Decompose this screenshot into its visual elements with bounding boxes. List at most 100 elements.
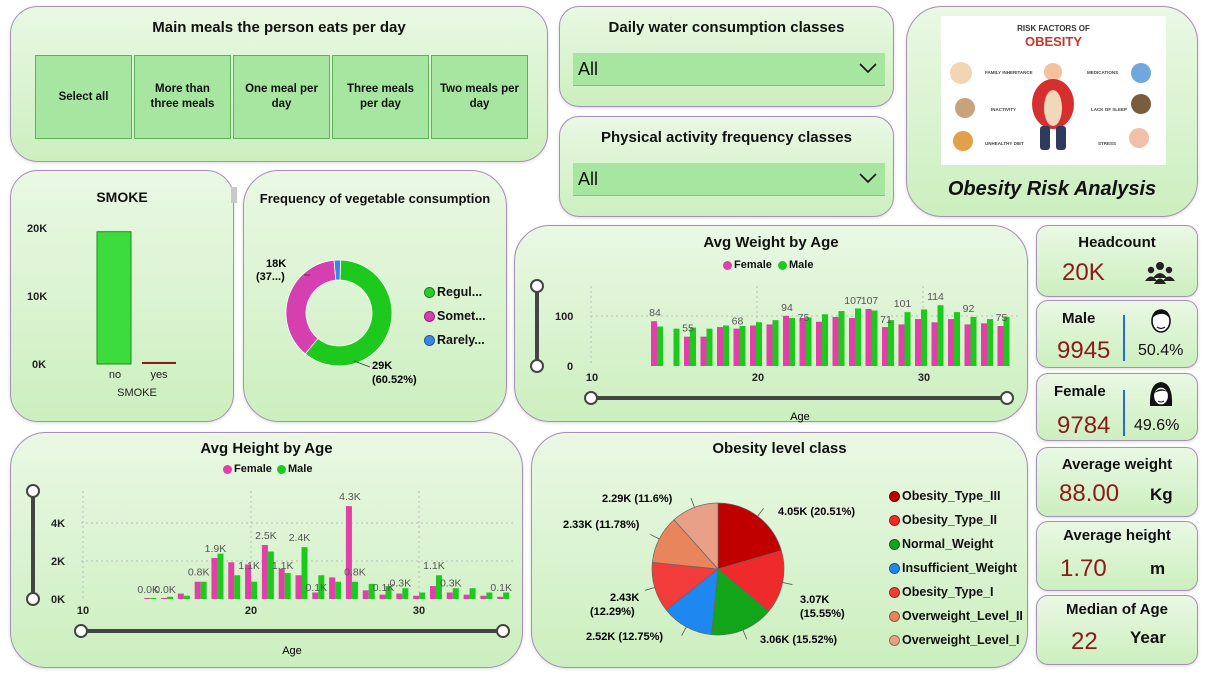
weight-bar-female[interactable]: [849, 318, 855, 366]
height-bar-male[interactable]: [267, 551, 274, 599]
height-bar-male[interactable]: [503, 592, 510, 599]
height-bar-male[interactable]: [183, 595, 190, 599]
water-dropdown[interactable]: All: [573, 53, 885, 86]
height-bar-female[interactable]: [446, 592, 453, 599]
weight-bar-male[interactable]: [706, 328, 713, 366]
obesity-legend-insufficient_weight[interactable]: Insufficient_Weight: [889, 561, 1017, 575]
weight-bar-male[interactable]: [657, 326, 663, 366]
height-bar-female[interactable]: [295, 575, 302, 599]
weight-bar-female[interactable]: [931, 322, 938, 366]
height-bar-male[interactable]: [284, 573, 291, 599]
weight-bar-female[interactable]: [766, 324, 773, 366]
weight-bar-female[interactable]: [700, 336, 707, 366]
smoke-scrollbar[interactable]: [231, 187, 237, 203]
meals-option-select-all[interactable]: Select all: [35, 55, 132, 139]
height-bar-male[interactable]: [469, 588, 476, 599]
weight-bar-female[interactable]: [898, 324, 905, 366]
weight-bar-male[interactable]: [855, 308, 861, 366]
obesity-slice-obesity_type_ii[interactable]: [717, 550, 785, 612]
height-bar-female[interactable]: [362, 590, 369, 599]
obesity-legend-obesity_type_ii[interactable]: Obesity_Type_II: [889, 513, 997, 527]
height-bar-female[interactable]: [463, 594, 470, 599]
height-bar-male[interactable]: [351, 581, 358, 599]
height-bar-male[interactable]: [167, 596, 174, 599]
weight-bar-male[interactable]: [937, 305, 944, 366]
height-bar-male[interactable]: [419, 592, 426, 599]
height-bar-male[interactable]: [318, 575, 325, 599]
smoke-bar-no[interactable]: [96, 231, 132, 365]
height-bar-female[interactable]: [379, 594, 386, 599]
height-bar-female[interactable]: [413, 595, 420, 599]
weight-bar-female[interactable]: [733, 328, 740, 366]
height-legend-male[interactable]: Male: [277, 463, 312, 475]
weight-legend-male[interactable]: Male: [778, 259, 813, 271]
height-bar-male[interactable]: [200, 581, 207, 599]
weight-bar-female[interactable]: [948, 319, 954, 366]
weight-legend-female[interactable]: Female: [723, 259, 772, 271]
veg-legend-rarely[interactable]: Rarely...: [424, 333, 485, 347]
weight-bar-male[interactable]: [921, 309, 927, 366]
veg-slice-2[interactable]: [333, 259, 342, 281]
height-bar-female[interactable]: [312, 592, 319, 599]
height-bar-male[interactable]: [234, 575, 241, 599]
veg-legend-sometimes[interactable]: Somet...: [424, 309, 486, 323]
height-bar-male[interactable]: [486, 592, 493, 599]
height-bar-female[interactable]: [144, 598, 151, 599]
weight-bar-male[interactable]: [756, 322, 762, 366]
meals-option-more-than-three[interactable]: More than three meals: [134, 55, 231, 139]
weight-bar-male[interactable]: [772, 320, 779, 366]
height-bar-male[interactable]: [385, 586, 392, 599]
height-bar-female[interactable]: [429, 586, 436, 599]
weight-bar-male[interactable]: [904, 312, 911, 366]
height-bar-male[interactable]: [335, 581, 342, 599]
weight-bar-male[interactable]: [739, 326, 746, 366]
obesity-legend-overweight_level_ii[interactable]: Overweight_Level_II: [889, 609, 1023, 623]
height-bar-female[interactable]: [497, 596, 504, 599]
height-bar-female[interactable]: [194, 581, 201, 599]
weight-bar-female[interactable]: [832, 316, 839, 366]
obesity-legend-obesity_type_i[interactable]: Obesity_Type_I: [889, 585, 993, 599]
weight-bar-male[interactable]: [888, 320, 894, 366]
height-bar-male[interactable]: [452, 588, 459, 599]
height-legend-female[interactable]: Female: [223, 463, 272, 475]
weight-bar-male[interactable]: [954, 312, 960, 366]
height-bar-female[interactable]: [211, 557, 218, 599]
height-bar-female[interactable]: [228, 562, 235, 599]
weight-bar-male[interactable]: [690, 327, 696, 366]
weight-bar-female[interactable]: [865, 308, 872, 366]
weight-bar-female[interactable]: [915, 319, 921, 366]
height-bar-male[interactable]: [217, 553, 224, 599]
meals-option-two-meals[interactable]: Two meals per day: [431, 55, 528, 139]
weight-bar-male[interactable]: [838, 311, 845, 366]
height-bar-female[interactable]: [245, 564, 252, 599]
height-bar-male[interactable]: [150, 598, 157, 599]
weight-bar-male[interactable]: [1003, 316, 1010, 366]
weight-bar-male[interactable]: [673, 328, 680, 366]
weight-bar-male[interactable]: [805, 317, 812, 366]
height-bar-female[interactable]: [480, 595, 487, 599]
height-bar-female[interactable]: [345, 506, 352, 599]
weight-bar-female[interactable]: [997, 326, 1004, 366]
height-bar-female[interactable]: [396, 593, 403, 599]
weight-bar-female[interactable]: [882, 327, 888, 366]
height-bar-male[interactable]: [368, 583, 375, 599]
obesity-slice-obesity_type_iii[interactable]: [717, 502, 782, 570]
weight-bar-female[interactable]: [651, 321, 657, 366]
meals-option-three-meals[interactable]: Three meals per day: [332, 55, 429, 139]
height-bar-female[interactable]: [177, 593, 184, 599]
weight-bar-female[interactable]: [684, 336, 690, 366]
obesity-legend-obesity_type_iii[interactable]: Obesity_Type_III: [889, 489, 1000, 503]
weight-bar-male[interactable]: [871, 310, 878, 366]
weight-bar-female[interactable]: [717, 327, 723, 366]
obesity-legend-overweight_level_i[interactable]: Overweight_Level_I: [889, 633, 1019, 647]
weight-bar-female[interactable]: [816, 321, 822, 366]
weight-bar-female[interactable]: [799, 318, 806, 366]
weight-bar-female[interactable]: [783, 315, 789, 366]
weight-bar-female[interactable]: [750, 325, 756, 366]
height-bar-male[interactable]: [301, 547, 308, 599]
weight-bar-female[interactable]: [964, 324, 971, 366]
veg-legend-regular[interactable]: Regul...: [424, 285, 482, 299]
weight-bar-female[interactable]: [981, 323, 987, 366]
height-bar-male[interactable]: [435, 575, 442, 599]
smoke-bar-yes[interactable]: [142, 361, 176, 364]
